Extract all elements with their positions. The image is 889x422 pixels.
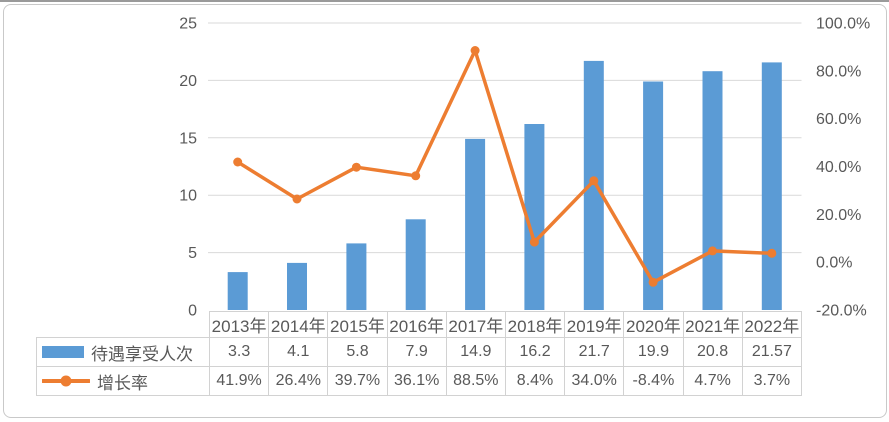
year-header-2015: 2015年 [327, 311, 388, 338]
left-axis-labels: 0 5 10 15 20 25 [179, 16, 197, 320]
growth-cell-2016: 36.1% [386, 366, 447, 396]
chart-data-table: 2013年 2014年 2015年 2016年 2017年 2018年 2019年 2020年… [36, 311, 803, 396]
growth-line [235, 48, 774, 285]
right-axis-tick-label: 40.0% [816, 159, 861, 176]
value-cell-2021: 20.8 [682, 337, 743, 367]
line-marker-2019 [589, 176, 599, 186]
bar-2022 [761, 62, 782, 311]
growth-cell-2022: 3.7% [741, 366, 803, 396]
left-axis-tick-label: 20 [179, 73, 197, 90]
right-axis-tick-label: 0.0% [816, 255, 852, 272]
value-cell-2016: 7.9 [386, 337, 447, 367]
value-cell-2017: 14.9 [445, 337, 506, 367]
line-marker-2017 [470, 46, 480, 55]
year-header-2014: 2014年 [268, 311, 329, 338]
line-marker-2021 [708, 246, 717, 256]
swatch-marker [60, 375, 72, 387]
line-series-swatch-icon [42, 375, 90, 387]
year-header-2020: 2020年 [623, 311, 684, 338]
right-axis-tick-label: 20.0% [816, 207, 861, 224]
growth-cell-2019: 34.0% [564, 366, 625, 396]
legend-line-series: 增长率 [36, 366, 210, 396]
year-header-2016: 2016年 [386, 311, 447, 338]
year-header-2021: 2021年 [682, 311, 743, 338]
legend-label-bar-series: 待遇享受人次 [91, 344, 193, 364]
line-series [233, 46, 777, 287]
line-marker-2020 [648, 277, 658, 287]
growth-cell-2013: 41.9% [208, 366, 270, 396]
right-axis-tick-label: -20.0% [816, 303, 867, 320]
bar-2019 [583, 60, 604, 311]
value-cell-2013: 3.3 [208, 337, 270, 367]
value-cell-2018: 16.2 [504, 337, 566, 367]
bar-2021 [702, 71, 723, 310]
line-marker-2018 [529, 237, 539, 247]
value-cell-2020: 19.9 [623, 337, 684, 367]
line-marker-2013 [233, 157, 243, 167]
legend-line-wrap: 增长率 [38, 369, 209, 394]
right-axis-tick-label: 100.0% [816, 16, 870, 33]
value-cell-2022: 21.57 [741, 337, 803, 367]
legend-bar-wrap: 待遇享受人次 [38, 340, 209, 365]
left-axis-tick-label: 0 [188, 303, 197, 320]
bar-2013 [227, 272, 248, 310]
bar-2020 [643, 81, 664, 310]
year-header-row: 2013年 2014年 2015年 2016年 2017年 2018年 2019年 2020年… [37, 311, 803, 338]
legend-label-line-series: 增长率 [97, 373, 148, 393]
bar-series [227, 60, 782, 311]
bar-series-row: 待遇享受人次 3.3 4.1 5.8 7.9 14.9 16.2 21.7 19.9 20.8 21… [36, 337, 803, 367]
value-cell-2019: 21.7 [564, 337, 625, 367]
year-header-2013: 2013年 [208, 311, 270, 338]
bar-series-swatch-icon [42, 346, 84, 358]
line-marker-2014 [292, 194, 302, 204]
left-axis-tick-label: 25 [179, 16, 197, 33]
growth-cell-2015: 39.7% [327, 366, 388, 396]
year-header-2017: 2017年 [445, 311, 506, 338]
left-axis-tick-label: 10 [179, 188, 197, 205]
year-header-2022: 2022年 [741, 311, 803, 338]
line-marker-2016 [411, 171, 421, 181]
line-marker-2015 [351, 162, 361, 172]
growth-cell-2021: 4.7% [682, 366, 743, 396]
bar-2017 [465, 138, 486, 310]
value-cell-2014: 4.1 [268, 337, 329, 367]
right-axis-labels: -20.0% 0.0% 20.0% 40.0% 60.0% 80.0% 100.0% [816, 16, 870, 320]
right-axis-tick-label: 60.0% [816, 111, 861, 128]
line-marker-2022 [767, 248, 777, 258]
left-axis-tick-label: 15 [179, 130, 197, 147]
bar-2014 [287, 262, 307, 310]
left-axis-tick-label: 5 [188, 245, 197, 262]
value-cell-2015: 5.8 [327, 337, 388, 367]
legend-bar-series: 待遇享受人次 [36, 337, 210, 367]
right-axis-tick-label: 80.0% [816, 63, 861, 80]
year-header-2019: 2019年 [564, 311, 625, 338]
growth-cell-2014: 26.4% [268, 366, 329, 396]
window-top-edge [0, 0, 889, 2]
bar-2018 [524, 124, 545, 310]
bar-2016 [405, 219, 426, 310]
line-series-row: 增长率 41.9% 26.4% 39.7% 36.1% 88.5% 8.4% 34.0% -8.… [36, 366, 803, 396]
table-corner-spacer [37, 312, 210, 338]
growth-cell-2017: 88.5% [445, 366, 506, 396]
bar-2015 [346, 243, 367, 310]
growth-cell-2018: 8.4% [504, 366, 566, 396]
year-header-2018: 2018年 [504, 311, 566, 338]
growth-cell-2020: -8.4% [623, 366, 684, 396]
